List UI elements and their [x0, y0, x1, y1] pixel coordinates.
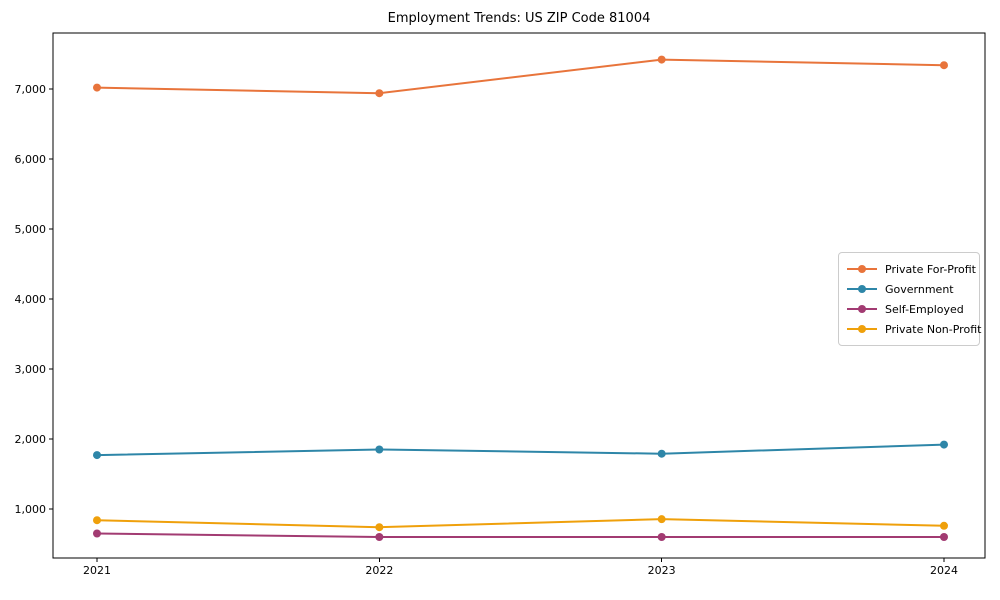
legend-item-self-employed: Self-Employed [847, 299, 971, 319]
data-point-private-for-profit-2021 [93, 83, 101, 92]
y-tick-label: 1,000 [15, 503, 47, 516]
data-point-private-non-profit-2024 [940, 521, 948, 530]
legend-line-marker-icon [847, 324, 877, 334]
series-line-private-for-profit [96, 58, 945, 95]
series-line-private-non-profit [96, 518, 945, 529]
data-point-private-non-profit-2022 [375, 523, 384, 532]
data-point-self-employed-2024 [940, 533, 948, 541]
data-point-private-for-profit-2023 [657, 55, 666, 64]
data-point-private-non-profit-2021 [93, 516, 101, 525]
chart-title: Employment Trends: US ZIP Code 81004 [387, 11, 651, 26]
data-point-self-employed-2023 [657, 533, 666, 541]
data-point-private-non-profit-2023 [657, 515, 666, 524]
y-tick-label: 7,000 [15, 83, 47, 96]
legend-label: Private Non-Profit [885, 322, 982, 336]
data-point-government-2021 [93, 451, 101, 460]
data-point-private-for-profit-2022 [375, 89, 384, 98]
y-tick-label: 5,000 [15, 223, 47, 236]
legend-label: Private For-Profit [885, 262, 976, 276]
legend-line-marker-icon [847, 284, 877, 294]
y-tick-label: 2,000 [15, 433, 47, 446]
data-point-private-for-profit-2024 [940, 61, 948, 70]
plot-border [52, 32, 986, 559]
legend-label: Government [885, 282, 954, 296]
data-point-government-2023 [657, 449, 666, 458]
legend-item-private-non-profit: Private Non-Profit [847, 319, 981, 339]
x-tick-label: 2022 [365, 564, 393, 577]
x-tick-label: 2024 [930, 564, 958, 577]
series-line-government [96, 443, 945, 457]
y-tick-label: 4,000 [15, 293, 47, 306]
x-tick-label: 2023 [648, 564, 676, 577]
legend: Private For-Profit Government Self-Employe… [838, 252, 981, 346]
data-point-self-employed-2022 [375, 533, 384, 541]
legend-item-government: Government [847, 279, 971, 299]
legend-label: Self-Employed [885, 302, 964, 316]
data-point-government-2022 [375, 445, 384, 454]
legend-line-marker-icon [847, 304, 877, 314]
x-tick-label: 2021 [83, 564, 111, 577]
data-point-government-2024 [940, 440, 948, 449]
y-tick-label: 6,000 [15, 153, 47, 166]
legend-item-private-for-profit: Private For-Profit [847, 259, 976, 279]
legend-line-marker-icon [847, 264, 877, 274]
data-point-self-employed-2021 [93, 529, 101, 538]
series-line-self-employed [96, 532, 945, 538]
y-tick-label: 3,000 [15, 363, 47, 376]
